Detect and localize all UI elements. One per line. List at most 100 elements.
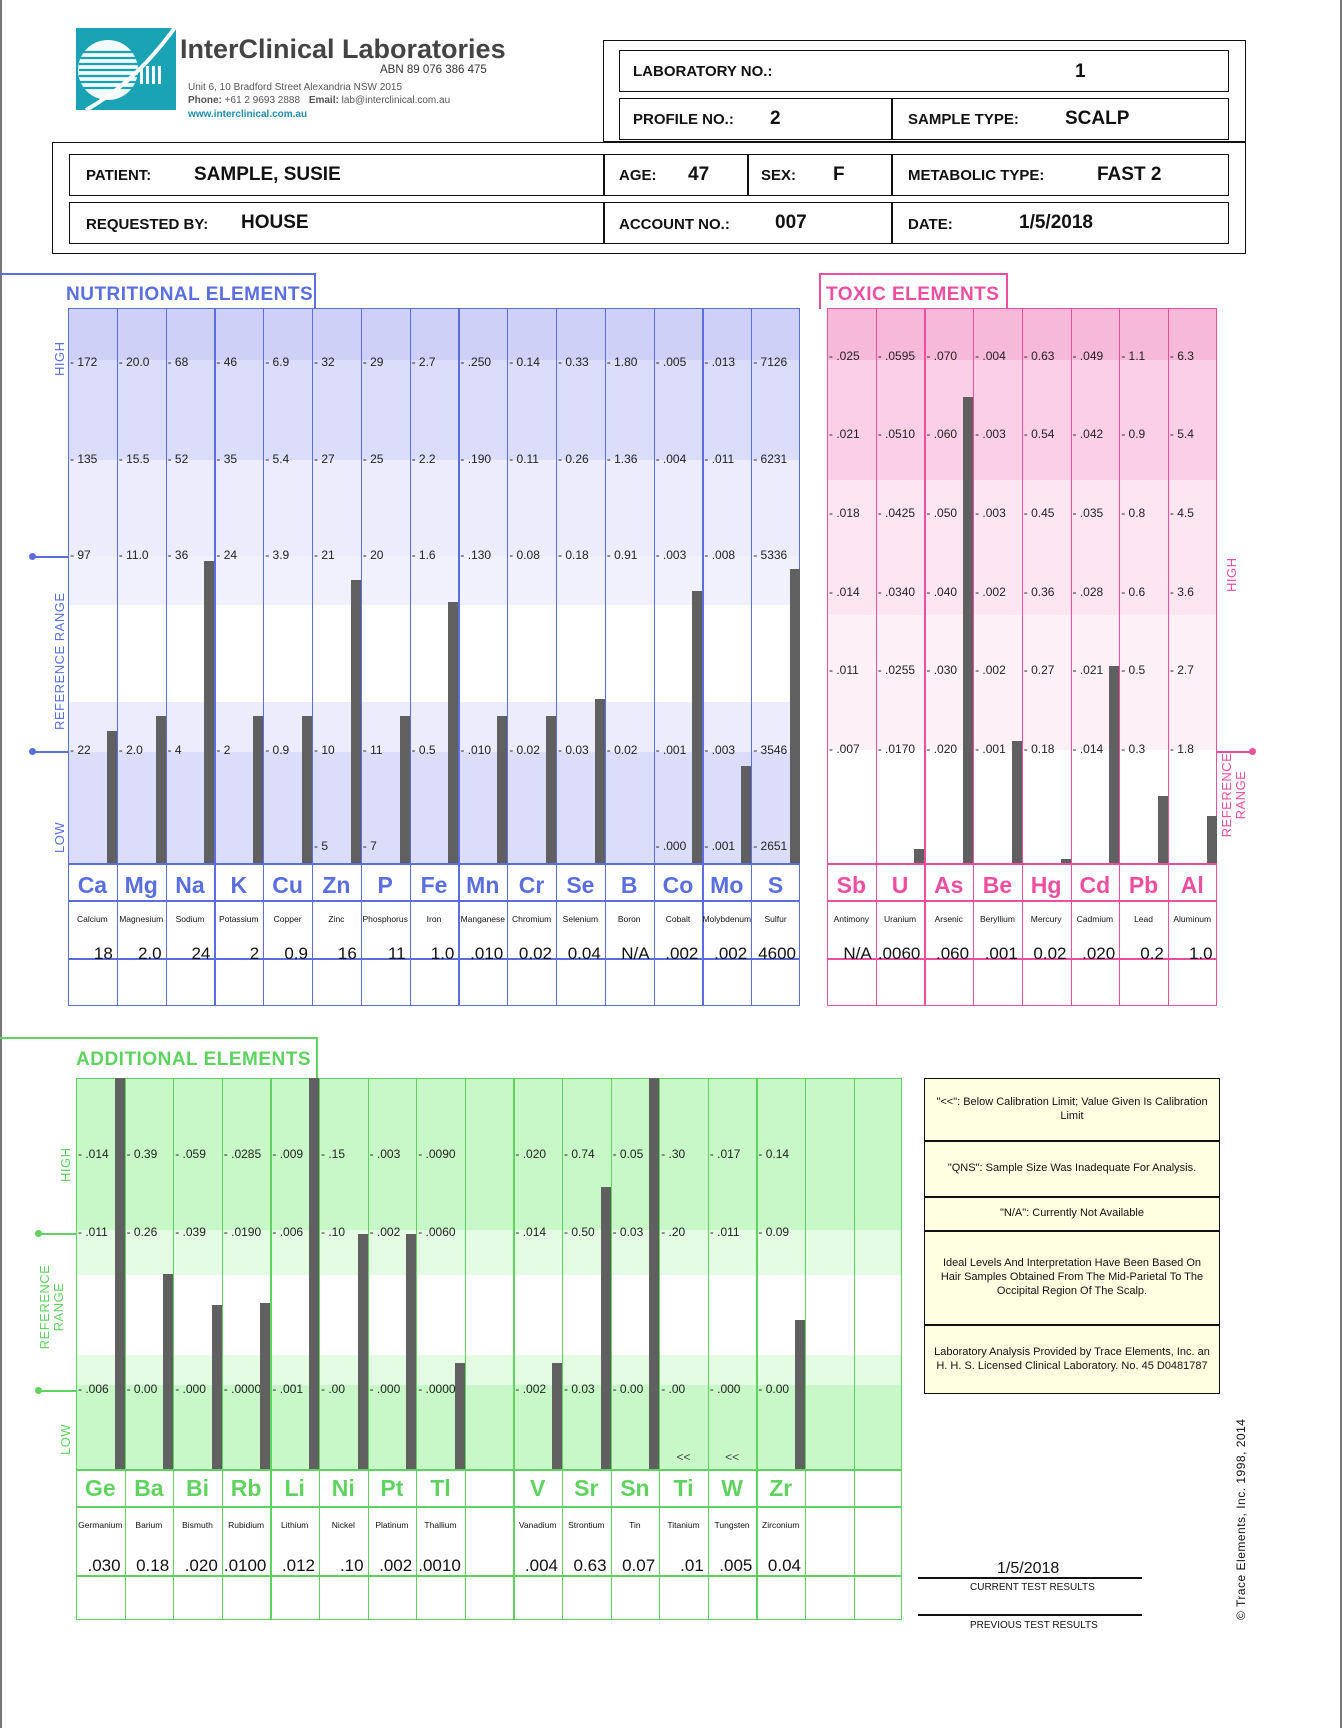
- element-symbol: Fe: [420, 872, 448, 898]
- additional-col-line: [367, 1078, 369, 1620]
- toxic-tick-label: - 0.27: [1023, 663, 1055, 677]
- toxic-tick-label: - .028: [1072, 585, 1104, 599]
- element-name: Rubidium: [228, 1520, 265, 1530]
- nutritional-bar: [692, 591, 703, 863]
- element-name: Thallium: [424, 1520, 457, 1530]
- toxic-tick-label: - 2.7: [1169, 663, 1194, 677]
- nutritional-col-line: [360, 308, 362, 1006]
- nutritional-col-line: [458, 308, 460, 1006]
- additional-tick-label: - 0.26: [126, 1225, 158, 1239]
- element-symbol: Pt: [380, 1475, 404, 1501]
- element-symbol: Ni: [331, 1475, 355, 1501]
- additional-row-line: [76, 1506, 903, 1508]
- toxic-ref-line: [1216, 751, 1252, 753]
- copyright: © Trace Elements, Inc. 1998, 2014: [1234, 1418, 1248, 1620]
- element-symbol: Be: [982, 872, 1013, 898]
- lab-email[interactable]: lab@interclinical.com.au: [341, 95, 451, 106]
- additional-tick-label: - 0.05: [612, 1147, 644, 1161]
- nutritional-tick-label: - 29: [362, 355, 384, 369]
- additional-tick-label: - .0090: [418, 1147, 456, 1161]
- sample-type-label: SAMPLE TYPE:: [908, 111, 1019, 128]
- toxic-bar: [1157, 796, 1168, 863]
- toxic-col-line: [973, 308, 975, 1006]
- additional-ref-dot: [35, 1387, 42, 1394]
- toxic-tick-label: - .060: [926, 427, 958, 441]
- nutritional-tick-label: - 2.0: [118, 743, 143, 757]
- nutritional-col-line: [751, 308, 753, 1006]
- element-symbol: S: [767, 872, 784, 898]
- toxic-title: TOXIC ELEMENTS: [826, 284, 1000, 305]
- element-result: 0.9: [284, 944, 308, 963]
- nutritional-bar: [253, 715, 264, 863]
- profile-no-cell: [619, 98, 892, 140]
- toxic-bar: [1206, 815, 1217, 863]
- patient-cell: [69, 154, 604, 196]
- additional-tick-label: - .000: [369, 1382, 401, 1396]
- nutritional-col-line: [116, 308, 118, 1006]
- element-result: .002: [714, 944, 748, 963]
- element-result: 0.07: [622, 1556, 656, 1575]
- toxic-tick-label: - 6.3: [1169, 349, 1194, 363]
- toxic-tick-label: - 0.3: [1121, 742, 1146, 756]
- additional-ref-line: [38, 1390, 76, 1392]
- notes-box: [924, 1078, 1220, 1394]
- nutritional-tick-label: - 0.02: [509, 743, 540, 757]
- nutritional-side-high: HIGH: [52, 341, 67, 377]
- nutritional-tick-label: - 0.11: [509, 452, 539, 466]
- toxic-tick-label: - 0.63: [1023, 349, 1055, 363]
- element-result: 2: [249, 944, 260, 963]
- nutritional-col-line: [653, 308, 655, 1006]
- nutritional-bar: [497, 715, 508, 863]
- nutritional-band: [68, 460, 800, 556]
- element-name: Platinum: [375, 1520, 409, 1530]
- additional-ref-line: [38, 1233, 76, 1235]
- additional-tick-label: - .00: [661, 1382, 686, 1396]
- nutritional-tick-label: - 5.4: [265, 452, 290, 466]
- element-name: Cadmium: [1076, 914, 1114, 924]
- nutritional-tab-line: [0, 273, 315, 275]
- element-symbol: Pb: [1128, 872, 1159, 898]
- additional-border: [76, 1078, 903, 1620]
- phone-label: Phone:: [188, 95, 222, 106]
- email-label: Email:: [308, 95, 339, 106]
- nutritional-bar: [106, 730, 117, 863]
- additional-tick-label: - .014: [78, 1147, 109, 1161]
- nutritional-row-line: [68, 958, 800, 960]
- toxic-tick-label: - 1.1: [1121, 349, 1146, 363]
- additional-tick-label: - 0.03: [564, 1382, 595, 1396]
- lab-website[interactable]: www.interclinical.com.au: [188, 109, 308, 120]
- sex-value: F: [833, 164, 845, 185]
- sample-type-cell: [892, 98, 1229, 140]
- nutritional-tick-label: - 7: [362, 839, 377, 853]
- additional-bar: [552, 1363, 562, 1469]
- metabolic-type-value: FAST 2: [1097, 164, 1162, 185]
- element-result: .030: [87, 1556, 121, 1575]
- element-result: 1.0: [430, 944, 455, 963]
- additional-tab-line: [0, 1037, 317, 1039]
- account-no-cell: [604, 202, 892, 244]
- nutritional-tick-label: - 1.36: [606, 452, 638, 466]
- toxic-tick-label: - .011: [829, 663, 859, 677]
- nutritional-ref-dot: [29, 553, 36, 560]
- additional-bar: [114, 1078, 125, 1469]
- header-top-box: [603, 40, 1246, 142]
- element-result: .001: [984, 944, 1018, 963]
- additional-col-line: [707, 1078, 709, 1620]
- toxic-tick-label: - .040: [926, 585, 958, 599]
- toxic-tick-label: - .030: [926, 663, 958, 677]
- additional-col-line: [124, 1078, 126, 1620]
- element-result: .002: [665, 944, 699, 963]
- nutritional-tick-label: - .130: [460, 548, 492, 562]
- nutritional-tick-label: - 3546: [753, 743, 788, 757]
- element-symbol: As: [934, 872, 964, 898]
- element-symbol: Mo: [710, 872, 744, 898]
- element-symbol: V: [530, 1475, 546, 1501]
- notes-divider: [924, 1196, 1220, 1198]
- nutritional-band: [68, 308, 800, 360]
- additional-tick-label: - .001: [272, 1382, 304, 1396]
- element-name: Magnesium: [119, 914, 164, 924]
- element-symbol: W: [721, 1475, 743, 1501]
- nutritional-col-line: [263, 308, 265, 1006]
- toxic-tick-label: - 0.6: [1121, 585, 1146, 599]
- additional-bar: [454, 1363, 465, 1469]
